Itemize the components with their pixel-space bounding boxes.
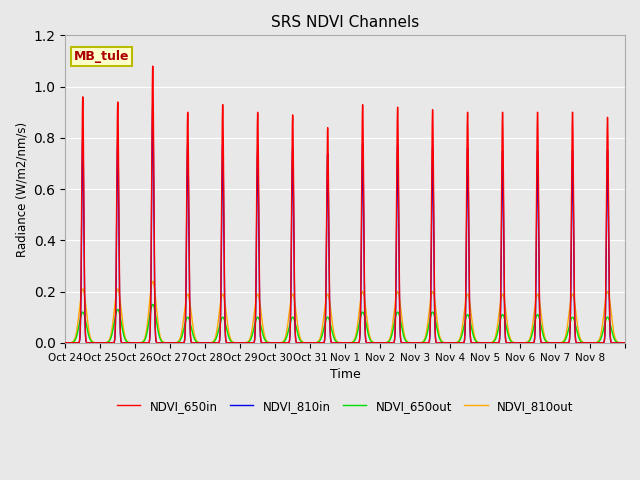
NDVI_650in: [506, 340, 514, 346]
Line: NDVI_650in: NDVI_650in: [65, 66, 625, 343]
NDVI_650out: [393, 311, 401, 316]
NDVI_810in: [61, 340, 69, 346]
NDVI_650out: [417, 340, 425, 346]
NDVI_650in: [393, 201, 401, 206]
NDVI_810in: [506, 340, 514, 346]
NDVI_810in: [393, 224, 401, 229]
Legend: NDVI_650in, NDVI_810in, NDVI_650out, NDVI_810out: NDVI_650in, NDVI_810in, NDVI_650out, NDV…: [112, 395, 578, 417]
Y-axis label: Radiance (W/m2/nm/s): Radiance (W/m2/nm/s): [15, 121, 28, 257]
NDVI_810out: [417, 340, 425, 346]
NDVI_650out: [149, 301, 157, 307]
NDVI_650in: [476, 340, 484, 346]
NDVI_650in: [417, 340, 425, 346]
NDVI_810in: [149, 102, 157, 108]
NDVI_810in: [621, 340, 629, 346]
NDVI_650in: [90, 340, 97, 346]
NDVI_650in: [621, 340, 629, 346]
NDVI_650out: [621, 340, 629, 346]
NDVI_650out: [476, 340, 484, 346]
NDVI_810out: [61, 340, 69, 346]
Title: SRS NDVI Channels: SRS NDVI Channels: [271, 15, 419, 30]
NDVI_810in: [90, 340, 97, 346]
NDVI_810out: [476, 340, 484, 346]
Line: NDVI_810out: NDVI_810out: [65, 281, 625, 343]
NDVI_650out: [264, 339, 272, 345]
NDVI_650in: [61, 340, 69, 346]
NDVI_810out: [393, 291, 401, 297]
NDVI_650in: [149, 63, 157, 69]
NDVI_650out: [506, 337, 514, 343]
NDVI_810in: [264, 340, 272, 346]
NDVI_650in: [264, 340, 272, 346]
NDVI_810out: [149, 278, 157, 284]
NDVI_810out: [506, 336, 514, 341]
NDVI_810out: [264, 339, 272, 345]
NDVI_810out: [621, 340, 629, 346]
Text: MB_tule: MB_tule: [74, 50, 129, 63]
NDVI_810out: [90, 339, 97, 345]
NDVI_810in: [476, 340, 484, 346]
NDVI_650out: [61, 340, 69, 346]
NDVI_650out: [90, 340, 97, 346]
Line: NDVI_650out: NDVI_650out: [65, 304, 625, 343]
X-axis label: Time: Time: [330, 368, 360, 381]
NDVI_810in: [417, 340, 425, 346]
Line: NDVI_810in: NDVI_810in: [65, 105, 625, 343]
